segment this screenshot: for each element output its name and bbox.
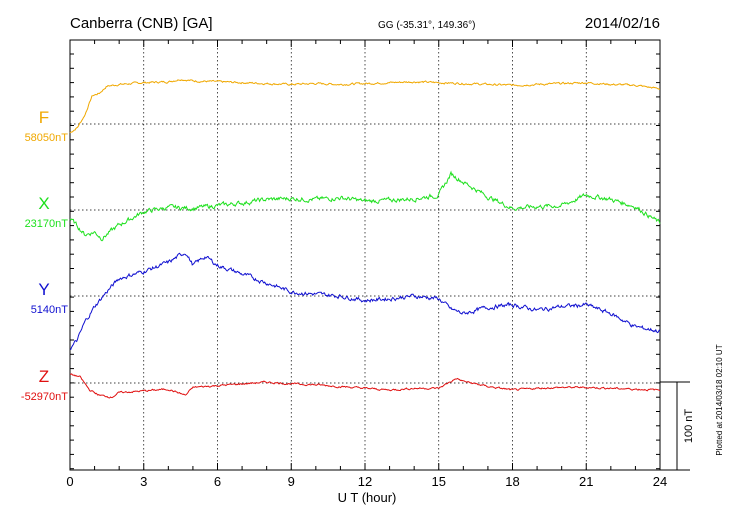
component-label-x: X xyxy=(38,194,49,213)
trace-f xyxy=(69,79,661,134)
x-tick-label: 24 xyxy=(653,474,667,489)
traces xyxy=(69,79,661,399)
component-labels: F 58050nT X 23170nT Y 5140nT Z -52970nT xyxy=(21,108,68,403)
plotted-timestamp: Plotted at 2014/03/18 02:10 UT xyxy=(715,344,724,455)
station-coordinates: GG (-35.31°, 149.36°) xyxy=(378,20,476,31)
component-label-y: Y xyxy=(38,280,49,299)
plot-date: 2014/02/16 xyxy=(585,15,660,32)
axis-ticks xyxy=(69,40,661,470)
grid-lines xyxy=(70,40,660,470)
scale-bar: 100 nT xyxy=(660,381,695,471)
x-tick-label: 12 xyxy=(358,474,372,489)
scale-bar-label: 100 nT xyxy=(683,409,695,444)
x-tick-label: 3 xyxy=(140,474,147,489)
x-tick-label: 0 xyxy=(66,474,73,489)
baseline-label-x: 23170nT xyxy=(25,218,69,230)
trace-z xyxy=(70,373,661,399)
baseline-label-f: 58050nT xyxy=(25,132,69,144)
x-tick-label: 6 xyxy=(214,474,221,489)
baseline-label-z: -52970nT xyxy=(21,391,68,403)
trace-x xyxy=(69,170,661,242)
station-title: Canberra (CNB) [GA] xyxy=(70,15,213,32)
trace-y xyxy=(69,252,661,351)
x-tick-labels: 0 3 6 9 12 15 18 21 24 xyxy=(66,474,667,489)
baseline-label-y: 5140nT xyxy=(31,304,69,316)
x-tick-label: 18 xyxy=(505,474,519,489)
component-label-f: F xyxy=(39,108,49,127)
x-tick-label: 21 xyxy=(579,474,593,489)
x-axis-title: U T (hour) xyxy=(338,490,397,505)
component-label-z: Z xyxy=(39,367,49,386)
x-tick-label: 15 xyxy=(432,474,446,489)
x-tick-label: 9 xyxy=(288,474,295,489)
